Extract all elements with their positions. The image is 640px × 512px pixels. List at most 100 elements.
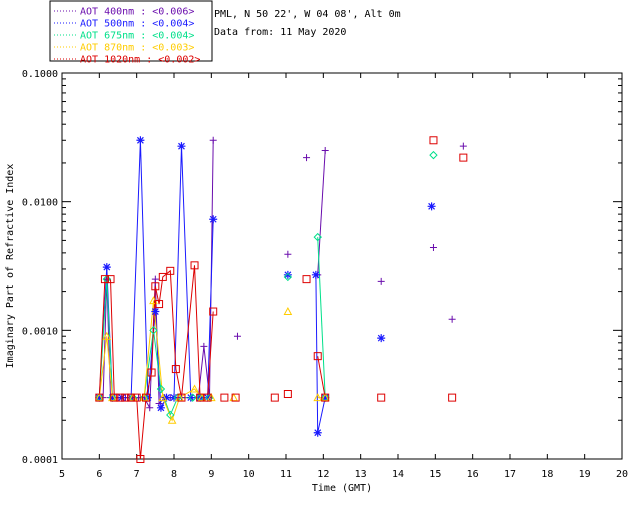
data-point	[171, 365, 180, 374]
legend-entry: AOT 1020nm : <0.002>	[80, 55, 200, 66]
x-tick-label: 9	[208, 469, 214, 480]
data-point	[146, 404, 154, 412]
data-point	[459, 153, 468, 162]
x-tick-label: 14	[392, 469, 404, 480]
legend-entry: AOT 500nm : <0.004>	[80, 19, 194, 30]
data-point	[209, 307, 218, 316]
x-tick-label: 10	[243, 469, 255, 480]
x-tick-label: 18	[541, 469, 553, 480]
data-point	[321, 393, 330, 402]
data-point	[448, 315, 456, 323]
x-tick-label: 13	[355, 469, 367, 480]
series-line	[98, 300, 212, 422]
data-point	[377, 277, 385, 285]
x-tick-label: 8	[171, 469, 177, 480]
data-point	[231, 393, 240, 402]
data-point	[321, 393, 330, 402]
x-tick-label: 12	[317, 469, 329, 480]
plot-frame	[61, 72, 623, 460]
x-tick-label: 16	[467, 469, 479, 480]
y-tick-label: 0.0001	[22, 455, 58, 466]
date-label: Data from: 11 May 2020	[214, 27, 346, 38]
data-point	[156, 403, 165, 412]
data-point	[95, 393, 104, 402]
data-point	[283, 270, 292, 279]
data-point	[158, 272, 167, 281]
series-line	[317, 356, 326, 398]
x-tick-label: 5	[59, 469, 65, 480]
series-line	[317, 237, 326, 398]
data-point	[429, 136, 438, 145]
data-point	[209, 215, 218, 224]
data-point	[132, 393, 141, 402]
data-point	[429, 244, 437, 252]
data-point	[166, 410, 175, 420]
data-point	[190, 384, 199, 393]
data-point	[142, 393, 150, 402]
data-point	[127, 393, 136, 402]
data-point	[203, 393, 212, 402]
data-point	[149, 326, 158, 335]
data-point	[429, 150, 438, 160]
data-point	[167, 415, 177, 424]
data-point	[313, 428, 322, 437]
data-point	[377, 393, 386, 402]
data-point	[303, 154, 311, 162]
data-point	[100, 275, 109, 284]
data-point	[136, 136, 145, 145]
data-point	[302, 275, 311, 284]
y-tick-label: 0.0010	[22, 326, 58, 337]
data-point	[108, 393, 117, 402]
legend-box	[49, 0, 213, 62]
data-point	[177, 142, 186, 151]
site-label: PML, N 50 22', W 04 08', Alt 0m	[214, 9, 401, 20]
data-point	[136, 455, 145, 463]
data-point	[102, 263, 111, 272]
y-axis-title: Imaginary Part of Refractive Index	[5, 164, 16, 369]
data-point	[166, 266, 175, 275]
data-point	[162, 393, 171, 402]
data-point	[115, 393, 124, 402]
data-point	[158, 393, 168, 402]
data-point	[121, 393, 130, 402]
data-point	[459, 142, 467, 150]
data-point	[203, 393, 212, 402]
data-point	[102, 331, 112, 340]
data-point	[151, 307, 160, 316]
data-point	[427, 202, 436, 211]
x-tick-label: 17	[504, 469, 516, 480]
data-point	[313, 393, 323, 402]
data-point	[110, 393, 119, 402]
data-point	[188, 393, 197, 402]
data-point	[151, 275, 159, 283]
x-tick-label: 15	[429, 469, 441, 480]
data-point	[313, 232, 322, 242]
data-point	[283, 390, 292, 399]
data-point	[270, 393, 279, 402]
data-point	[283, 306, 293, 316]
x-tick-label: 19	[579, 469, 591, 480]
series-lines	[98, 140, 326, 460]
series-markers	[94, 136, 468, 463]
data-point	[190, 261, 199, 270]
data-point	[220, 393, 229, 402]
data-point	[233, 332, 241, 340]
data-point	[209, 136, 217, 144]
x-tick-label: 7	[134, 469, 140, 480]
data-point	[177, 393, 186, 402]
y-axis: 0.0001 0.0010 0.0100 0.1000	[22, 69, 622, 466]
data-point	[377, 334, 386, 343]
data-point	[147, 368, 156, 377]
series-line	[98, 140, 214, 410]
data-point	[321, 146, 329, 154]
x-tick-label: 11	[280, 469, 292, 480]
y-tick-label: 0.1000	[22, 69, 58, 80]
legend-entry: AOT 870nm : <0.003>	[80, 43, 194, 54]
x-axis-title: Time (GMT)	[312, 483, 372, 494]
data-point	[155, 300, 164, 309]
data-point	[186, 393, 195, 402]
data-point	[156, 384, 166, 394]
data-point	[200, 342, 208, 350]
data-point	[283, 272, 293, 282]
